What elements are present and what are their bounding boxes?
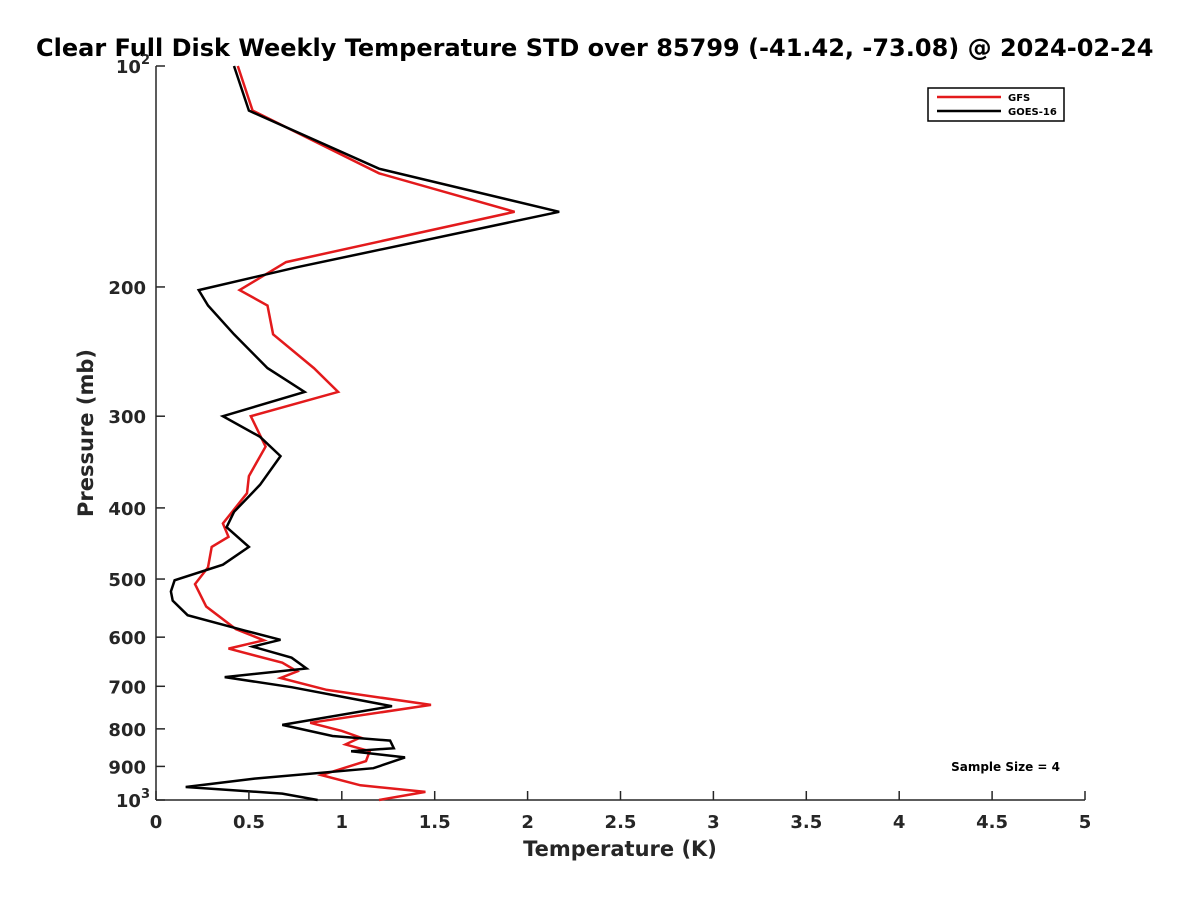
y-tick-label: 600 bbox=[108, 628, 146, 649]
y-axis-ticks: 102 200 300 400 500 600 700 800 900 103 bbox=[108, 53, 165, 812]
y-tick-label: 103 bbox=[116, 787, 150, 812]
y-tick-label: 102 bbox=[116, 53, 150, 78]
x-tick-label: 3 bbox=[707, 812, 720, 833]
y-tick-label: 700 bbox=[108, 677, 146, 698]
x-tick-label: 2.5 bbox=[605, 812, 637, 833]
series-lines bbox=[169, 65, 560, 802]
x-tick-label: 0.5 bbox=[233, 812, 265, 833]
y-axis-label: Pressure (mb) bbox=[74, 349, 98, 517]
x-axis-label: Temperature (K) bbox=[523, 837, 717, 861]
series-line-gfs bbox=[193, 65, 515, 802]
legend: GFS GOES-16 bbox=[927, 87, 1065, 122]
y-tick-label: 200 bbox=[108, 278, 146, 299]
series-line-goes-16 bbox=[169, 65, 560, 802]
legend-box bbox=[927, 87, 1065, 122]
x-tick-label: 3.5 bbox=[790, 812, 822, 833]
sample-size-annotation: Sample Size = 4 bbox=[951, 760, 1060, 774]
x-tick-label: 4.5 bbox=[976, 812, 1008, 833]
x-axis-ticks: 0 0.5 1 1.5 2 2.5 3 3.5 4 4.5 5 bbox=[150, 791, 1092, 833]
y-tick-label: 800 bbox=[108, 720, 146, 741]
x-tick-label: 5 bbox=[1079, 812, 1092, 833]
x-tick-label: 4 bbox=[893, 812, 906, 833]
x-tick-label: 1.5 bbox=[419, 812, 451, 833]
chart-title: Clear Full Disk Weekly Temperature STD o… bbox=[36, 34, 1153, 62]
y-tick-label: 500 bbox=[108, 570, 146, 591]
x-tick-label: 2 bbox=[521, 812, 534, 833]
legend-label: GFS bbox=[1008, 93, 1030, 104]
y-tick-label: 900 bbox=[108, 757, 146, 778]
y-tick-label: 300 bbox=[108, 407, 146, 428]
x-tick-label: 1 bbox=[336, 812, 349, 833]
y-tick-label: 400 bbox=[108, 499, 146, 520]
x-tick-label: 0 bbox=[150, 812, 163, 833]
axes bbox=[155, 66, 1085, 801]
legend-label: GOES-16 bbox=[1008, 107, 1057, 118]
